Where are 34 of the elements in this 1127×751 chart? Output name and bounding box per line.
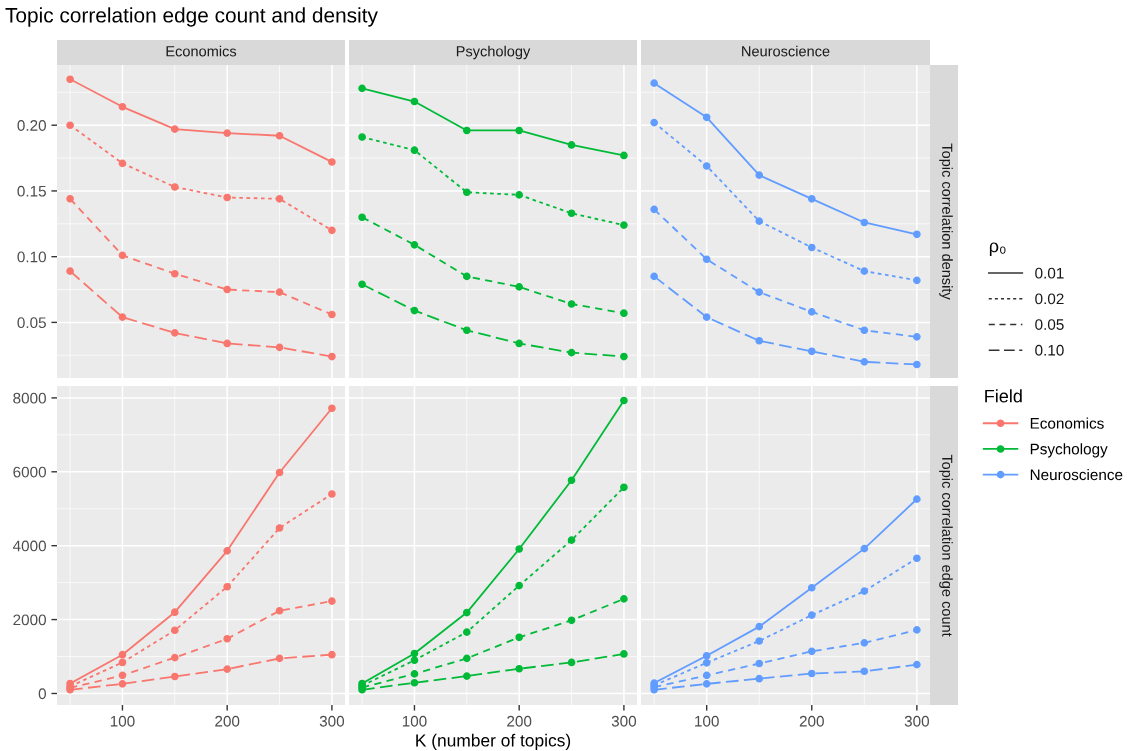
legend-title: Field [985, 389, 1022, 403]
category-label: Neuroscience [1030, 468, 1123, 481]
y2-axis-title: Topic correlation density [939, 143, 953, 300]
x-tick-label: 200 [507, 715, 532, 727]
text: 0.05 [1035, 319, 1064, 330]
y-tick-label: 2000 [13, 614, 46, 626]
x-tick-label: 100 [402, 715, 427, 727]
y-tick-label: 0.15 [17, 185, 46, 197]
x-axis-title: K (number of topics) [416, 733, 571, 751]
x-tick-label: 100 [695, 715, 719, 727]
y-tick-label: 0.20 [17, 120, 46, 131]
x-tick-label: 300 [904, 715, 930, 727]
y2-axis-title: Topic correlation edge count [939, 454, 953, 637]
y-tick-label: 4000 [12, 540, 46, 552]
y-tick-label: 0.10 [17, 251, 46, 263]
chart-title: Neuroscience [742, 45, 830, 57]
category-label: Economics [1030, 417, 1104, 429]
y-tick-label: 6000 [13, 466, 46, 478]
x-tick-label: 200 [799, 715, 824, 727]
y-tick-label: 8000 [13, 392, 46, 404]
x-tick-label: 200 [215, 715, 240, 727]
x-tick-label: 300 [611, 715, 637, 727]
text: Topic correlation edge count and density [5, 7, 378, 27]
chart-title: Economics [166, 45, 237, 57]
text: 0.01 [1035, 267, 1064, 279]
text: 0.10 [1035, 344, 1064, 356]
x-tick-label: 300 [319, 715, 345, 727]
y-tick-label: 0 [38, 688, 46, 700]
chart-title: Psychology [456, 45, 531, 60]
text: 0.02 [1035, 293, 1064, 305]
y-tick-label: 0.05 [17, 317, 46, 329]
legend-title: ρ₀ [989, 242, 1006, 256]
category-label: Psychology [1030, 443, 1108, 458]
x-tick-label: 100 [110, 715, 135, 727]
